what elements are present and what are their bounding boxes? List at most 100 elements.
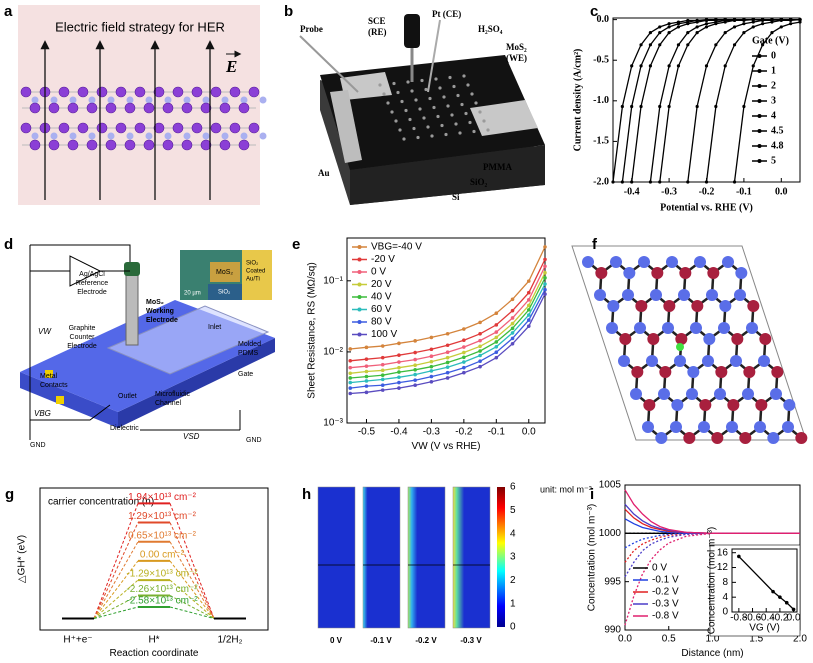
dot — [414, 98, 418, 102]
y-tick-label: -2.0 — [593, 176, 609, 187]
point — [686, 180, 690, 184]
au-pad — [340, 72, 392, 100]
atom — [630, 388, 642, 400]
colorbar-label: 6 — [510, 482, 516, 493]
plot-frame — [346, 237, 546, 424]
point — [723, 20, 727, 24]
point — [494, 311, 499, 316]
atom — [200, 102, 212, 114]
atom — [698, 421, 710, 433]
point — [364, 364, 369, 368]
point — [686, 22, 690, 26]
atom — [711, 432, 724, 444]
atom — [86, 102, 98, 114]
y-tick-label: 4 — [722, 592, 728, 603]
atom — [96, 86, 108, 98]
y-axis-label: Sheet Resistance, RS (MΩ/sq) — [307, 262, 318, 398]
point — [494, 323, 499, 327]
point — [494, 340, 499, 344]
point — [445, 376, 450, 380]
label: Microfluidic — [155, 391, 191, 398]
dot — [472, 129, 476, 134]
atom — [48, 139, 60, 151]
label: Coated — [246, 269, 265, 275]
atom — [248, 122, 260, 134]
atom — [67, 102, 79, 114]
label: SiO₂ — [246, 261, 259, 267]
point — [462, 327, 466, 331]
point — [462, 365, 466, 370]
label: Pt (CE) — [432, 9, 461, 19]
label: SiO₂ — [470, 177, 488, 187]
point — [779, 18, 783, 23]
legend-marker — [357, 270, 362, 274]
atom — [181, 102, 193, 114]
x-tick-label: -0.2 — [771, 613, 789, 624]
point — [732, 25, 737, 29]
point — [676, 25, 681, 29]
panel-label: h — [302, 486, 311, 503]
atom — [739, 432, 752, 444]
atom — [771, 366, 784, 378]
atom — [647, 333, 660, 345]
point — [789, 22, 793, 26]
atom — [143, 102, 155, 114]
au-pad — [470, 100, 538, 136]
point — [478, 331, 482, 336]
dot — [442, 95, 446, 99]
dot — [382, 92, 386, 96]
point — [761, 18, 765, 23]
atom — [686, 388, 698, 400]
slab-front — [118, 338, 275, 428]
point — [630, 180, 634, 184]
atom — [115, 122, 127, 134]
point — [798, 18, 802, 22]
atom — [134, 122, 146, 134]
atom — [162, 139, 174, 151]
dot — [456, 93, 460, 98]
point — [526, 298, 531, 302]
point — [380, 388, 385, 392]
level-label: 1.94×10¹³ cm⁻² — [128, 492, 196, 503]
atom — [77, 86, 89, 98]
legend-marker — [357, 295, 362, 299]
point — [526, 324, 531, 328]
point — [732, 43, 737, 47]
dot — [394, 119, 398, 123]
atom — [707, 267, 720, 279]
wire — [30, 244, 131, 262]
point — [667, 104, 671, 109]
atom — [642, 421, 654, 433]
legend-label: 4.8 — [771, 140, 784, 151]
dot — [482, 119, 486, 123]
dot — [426, 125, 430, 129]
point — [364, 379, 369, 383]
atom — [105, 102, 117, 114]
atom — [143, 139, 155, 151]
atom — [742, 388, 754, 400]
annotation: carrier concentration (n) — [48, 497, 154, 508]
atom — [20, 122, 32, 134]
panel-label: f — [592, 236, 598, 253]
dot — [420, 78, 424, 83]
label: (WE) — [506, 53, 527, 63]
point — [714, 43, 718, 47]
label: Metal — [40, 373, 58, 380]
point — [413, 378, 417, 382]
atom — [671, 399, 684, 411]
point — [494, 350, 499, 355]
x-tick-label: H* — [148, 635, 159, 646]
label: Contacts — [40, 382, 68, 389]
point — [494, 344, 499, 349]
contact — [45, 370, 53, 378]
y-tick-label: 8 — [722, 577, 728, 588]
x-tick-label: -0.6 — [744, 613, 762, 624]
legend-label: -0.1 V — [652, 575, 679, 586]
atom-small — [240, 96, 248, 104]
label: PDMS — [238, 350, 259, 357]
atom — [755, 399, 768, 411]
point — [429, 364, 434, 369]
point — [494, 335, 499, 340]
atom — [730, 355, 742, 367]
